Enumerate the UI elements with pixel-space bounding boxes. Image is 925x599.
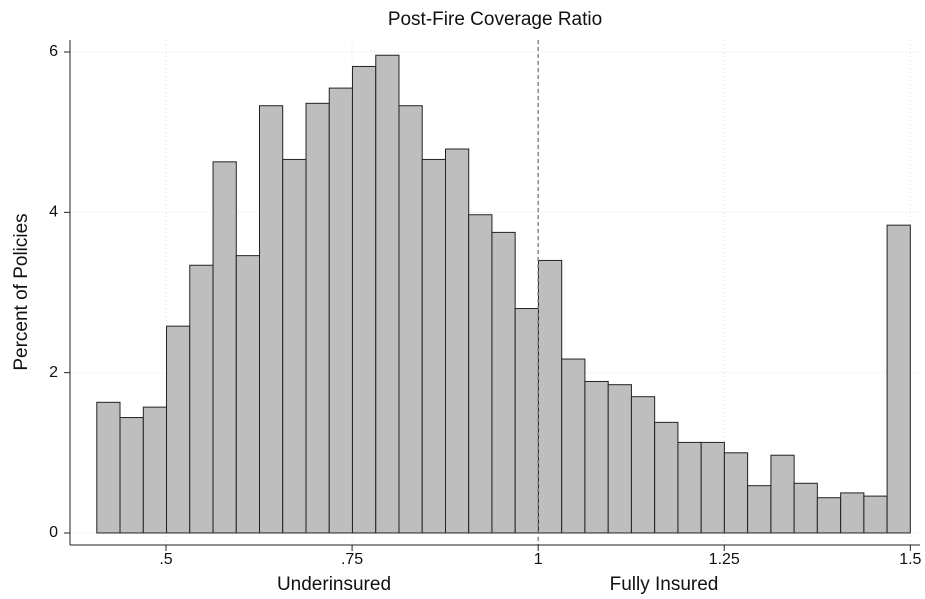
y-tick-label: 2 <box>49 364 58 381</box>
y-tick-label: 6 <box>49 43 58 60</box>
x-tick-label: 1.5 <box>899 551 921 568</box>
bar <box>747 485 772 534</box>
bar <box>421 158 447 534</box>
x-tick-label: 1 <box>534 551 543 568</box>
bar <box>142 406 168 534</box>
bar <box>700 441 725 534</box>
bar <box>654 421 679 534</box>
bar <box>375 54 400 534</box>
bar <box>96 401 121 534</box>
bar <box>630 396 656 534</box>
annotation: Underinsured <box>277 574 391 595</box>
chart-title: Post-Fire Coverage Ratio <box>388 9 602 30</box>
bar <box>863 495 888 534</box>
bar <box>259 105 284 534</box>
bar <box>212 161 237 534</box>
bar <box>514 308 539 534</box>
bar <box>840 492 865 534</box>
bar <box>886 224 911 534</box>
bar <box>816 497 842 534</box>
bar <box>235 255 261 534</box>
bar <box>770 454 795 534</box>
bar <box>793 482 818 534</box>
bar <box>282 158 307 534</box>
bar <box>351 65 377 534</box>
x-tick-label: 1.25 <box>709 551 740 568</box>
y-tick-label: 4 <box>49 204 58 221</box>
x-tick-label: .75 <box>341 551 363 568</box>
bar <box>398 105 423 534</box>
bar <box>677 441 702 534</box>
y-tick-label: 0 <box>49 524 58 541</box>
bar <box>584 380 609 534</box>
bar <box>119 417 144 534</box>
bar <box>723 452 749 534</box>
bar <box>166 325 191 534</box>
bar <box>491 231 516 534</box>
bar <box>607 384 632 534</box>
x-tick-label: .5 <box>159 551 172 568</box>
bar <box>561 358 586 534</box>
bar <box>445 148 470 534</box>
y-axis-label: Percent of Policies <box>11 213 32 370</box>
bar <box>537 259 563 534</box>
bar <box>328 87 353 534</box>
annotation: Fully Insured <box>610 574 719 595</box>
bar <box>468 214 493 534</box>
bar <box>189 264 214 534</box>
bar <box>305 102 330 534</box>
